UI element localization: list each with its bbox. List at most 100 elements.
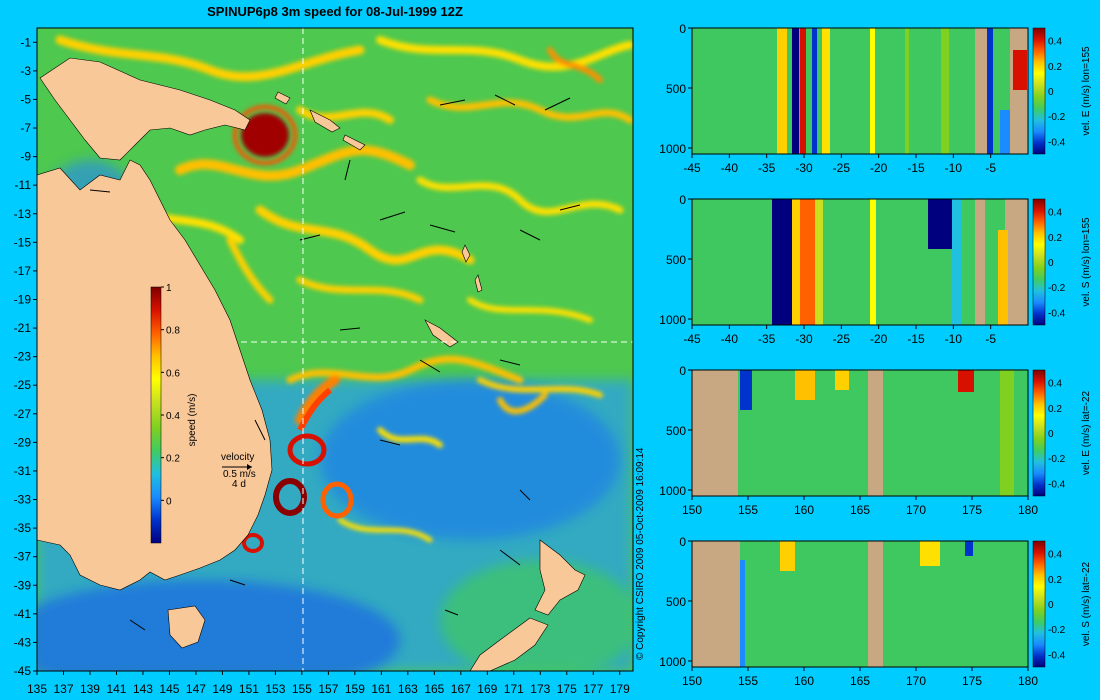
section-colorbar-tick-label: -0.2: [1048, 283, 1066, 294]
section-y-tick-label: 1000: [659, 313, 686, 327]
section-1-label: vel. E (m/s) lon=155: [1081, 46, 1092, 136]
velocity-key: velocity 0.5 m/s 4 d: [221, 452, 256, 490]
section-x-tick-label: -15: [907, 332, 925, 346]
section-x-tick-label: 170: [906, 674, 926, 688]
lon-tick-label: 139: [80, 682, 100, 696]
lon-tick-label: 145: [159, 682, 179, 696]
lon-tick-label: 149: [212, 682, 232, 696]
lon-tick-label: 163: [398, 682, 418, 696]
lon-tick-label: 175: [557, 682, 577, 696]
lon-tick-label: 155: [292, 682, 312, 696]
section-x-tick-label: -45: [683, 332, 701, 346]
lon-tick-label: 137: [53, 682, 73, 696]
lat-tick-label: -35: [14, 521, 32, 535]
island-3: [274, 91, 291, 105]
section-x-tick-label: -35: [758, 332, 776, 346]
section-colorbar-tick-label: 0: [1048, 600, 1054, 611]
lon-tick-label: 143: [133, 682, 153, 696]
colorbar-tick-label: 0.8: [166, 326, 180, 337]
section-colorbar-tick-label: 0.4: [1048, 37, 1062, 48]
section-x-tick-label: 175: [962, 503, 982, 517]
section-x-tick-label: 165: [850, 674, 870, 688]
lat-tick-label: -21: [14, 321, 32, 335]
section-x-tick-label: -25: [833, 161, 851, 175]
island-2: [342, 134, 366, 151]
copyright-text: © Copyright CSIRO 2009 05-Oct-2009 16:09…: [635, 447, 646, 660]
colorbar-gradient: [150, 286, 162, 544]
new-caledonia-land: [424, 319, 459, 348]
section-colorbar-tick-label: 0.2: [1048, 575, 1062, 586]
section-x-tick-label: -20: [870, 332, 888, 346]
tasmania-land: [167, 605, 206, 649]
section-colorbar-tick-label: 0.2: [1048, 233, 1062, 244]
section-4-colorbar: [1032, 540, 1046, 668]
section-colorbar-tick-label: -0.2: [1048, 625, 1066, 636]
lon-tick-label: 153: [265, 682, 285, 696]
lon-tick-label: 159: [345, 682, 365, 696]
section-x-tick-label: 150: [682, 503, 702, 517]
lon-tick-label: 135: [27, 682, 47, 696]
speed-map: 135 137 139 141 143 145 147 149 151 153 155 157 159 1…: [14, 27, 634, 696]
lat-tick-label: -45: [14, 664, 32, 678]
lat-tick-label: -17: [14, 264, 32, 278]
lon-tick-label: 151: [239, 682, 259, 696]
section-x-tick-label: 155: [738, 503, 758, 517]
section-x-tick-label: -15: [907, 161, 925, 175]
lat-tick-label: -15: [14, 235, 32, 249]
velocity-key-time: 4 d: [232, 479, 246, 490]
lon-tick-label: 171: [504, 682, 524, 696]
colorbar-tick-label: 0.6: [166, 368, 180, 379]
section-y-tick-label: 1000: [659, 655, 686, 669]
lat-tick-label: -11: [15, 178, 32, 192]
section-x-tick-label: 160: [794, 503, 814, 517]
lat-tick-label: -7: [20, 121, 31, 135]
lon-tick-label: 147: [186, 682, 206, 696]
section-x-tick-label: -40: [721, 161, 739, 175]
velocity-key-arrowhead: [247, 464, 252, 470]
section-colorbar-tick-label: 0.2: [1048, 404, 1062, 415]
section-y-tick-label: 500: [666, 253, 686, 267]
speed-field: [37, 35, 633, 671]
section-4-land: [692, 541, 740, 667]
island-1: [309, 109, 341, 133]
section-y-tick-label: 0: [679, 364, 686, 378]
section-colorbar-tick-label: 0: [1048, 258, 1054, 269]
section-y-tick-label: 1000: [659, 142, 686, 156]
section-y-tick-label: 0: [679, 193, 686, 207]
velocity-key-title: velocity: [221, 452, 254, 463]
section-y-tick-label: 1000: [659, 484, 686, 498]
section-2-land: [975, 199, 985, 325]
colorbar-tick-label: 0.4: [166, 411, 180, 422]
section-x-tick-label: 170: [906, 503, 926, 517]
lat-tick-label: -27: [14, 407, 32, 421]
section-x-tick-label: -5: [985, 161, 996, 175]
lat-tick-label: -29: [14, 435, 32, 449]
lat-tick-label: -37: [14, 550, 32, 564]
section-colorbar-tick-label: -0.4: [1048, 308, 1066, 319]
colorbar-ticks: 1 0.8 0.6 0.4 0.2 0: [161, 283, 180, 507]
lon-tick-label: 173: [530, 682, 550, 696]
section-x-tick-label: -35: [758, 161, 776, 175]
section-x-tick-label: 165: [850, 503, 870, 517]
colorbar-label: speed (m/s): [187, 394, 198, 447]
section-y-tick-label: 500: [666, 82, 686, 96]
section-x-tick-label: -45: [683, 161, 701, 175]
island-5: [474, 274, 483, 293]
velocity-key-scale: 0.5 m/s: [223, 469, 256, 480]
lat-tick-label: -39: [14, 578, 32, 592]
map-lon-ticks: 135 137 139 141 143 145 147 149 151 153 155 157 159 1…: [27, 671, 630, 696]
section-x-tick-label: -30: [795, 332, 813, 346]
section-panel-4: 150 155 160 165 170 175 180 0 500 1000: [659, 535, 1038, 688]
section-2-field: [692, 199, 1028, 325]
lon-tick-label: 177: [583, 682, 603, 696]
colorbar-tick-label: 0.2: [166, 454, 180, 465]
lat-tick-label: -43: [14, 635, 32, 649]
section-x-tick-label: 155: [738, 674, 758, 688]
lon-tick-label: 167: [451, 682, 471, 696]
lat-tick-label: -25: [14, 378, 32, 392]
section-x-tick-label: 175: [962, 674, 982, 688]
section-colorbar-tick-label: 0.2: [1048, 62, 1062, 73]
lon-tick-label: 179: [610, 682, 630, 696]
section-x-tick-label: -20: [870, 161, 888, 175]
section-colorbar-tick-label: -0.2: [1048, 112, 1066, 123]
